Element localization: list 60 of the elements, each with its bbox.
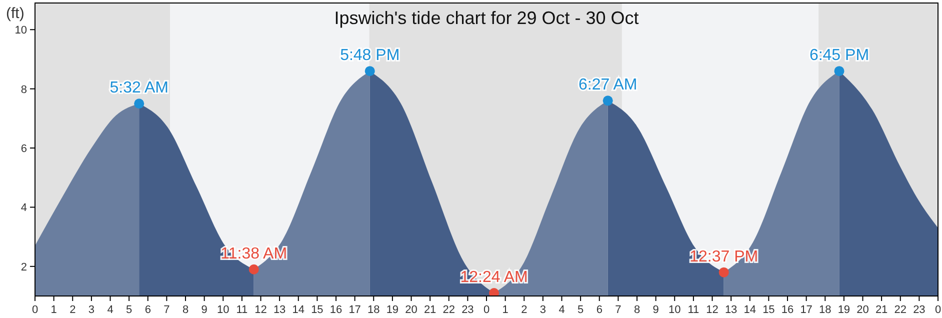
annotation: 6:45 PM bbox=[809, 47, 870, 64]
x-tick-label: 14 bbox=[744, 304, 756, 316]
x-tick-label: 13 bbox=[273, 304, 286, 316]
y-tick-label: 6 bbox=[20, 143, 27, 156]
x-tick-label: 21 bbox=[875, 304, 888, 316]
x-tick-label: 20 bbox=[856, 304, 869, 316]
x-tick-label: 19 bbox=[386, 304, 399, 316]
x-tick-label: 23 bbox=[913, 304, 926, 316]
x-tick-label: 0 bbox=[934, 304, 942, 316]
y-tick-label: 8 bbox=[20, 84, 27, 96]
y-tick-label: 2 bbox=[20, 261, 27, 274]
x-tick-label: 7 bbox=[164, 304, 170, 316]
x-tick-label: 0 bbox=[32, 304, 38, 316]
x-tick-label: 8 bbox=[634, 304, 640, 316]
x-tick-label: 1 bbox=[502, 304, 508, 316]
x-tick-label: 18 bbox=[819, 304, 832, 316]
x-tick-label: 11 bbox=[236, 304, 248, 316]
x-tick-label: 23 bbox=[462, 304, 474, 316]
x-tick-label: 19 bbox=[838, 304, 850, 316]
x-tick-label: 16 bbox=[330, 304, 342, 316]
x-tick-label: 10 bbox=[217, 304, 230, 316]
x-tick-label: 12 bbox=[254, 304, 267, 316]
annotation: 5:32 AM bbox=[110, 80, 168, 97]
x-tick-label: 9 bbox=[652, 304, 659, 316]
x-tick-label: 4 bbox=[107, 304, 114, 316]
x-tick-label: 2 bbox=[70, 304, 76, 316]
x-tick-label: 13 bbox=[724, 304, 738, 316]
x-tick-label: 12 bbox=[706, 304, 718, 316]
annotation: 5:48 PM bbox=[340, 47, 400, 64]
chart-title: Ipswich's tide chart for 29 Oct - 30 Oct bbox=[334, 8, 639, 28]
x-tick-label: 3 bbox=[88, 304, 94, 316]
x-tick-label: 15 bbox=[762, 304, 775, 316]
x-tick-label: 21 bbox=[424, 304, 436, 316]
x-tick-label: 5 bbox=[578, 304, 584, 316]
x-tick-label: 20 bbox=[405, 304, 418, 316]
x-tick-label: 1 bbox=[50, 304, 57, 316]
x-tick-label: 2 bbox=[521, 304, 528, 316]
x-tick-label: 16 bbox=[781, 304, 794, 316]
x-tick-label: 6 bbox=[596, 304, 602, 316]
annotation: 6:27 AM bbox=[578, 76, 638, 94]
x-tick-label: 22 bbox=[442, 304, 455, 316]
x-tick-label: 15 bbox=[311, 304, 324, 316]
y-tick-label: 10 bbox=[14, 24, 27, 37]
x-tick-label: 6 bbox=[144, 304, 151, 316]
x-tick-label: 9 bbox=[201, 304, 208, 316]
x-tick-label: 8 bbox=[182, 304, 189, 316]
x-tick-label: 18 bbox=[368, 304, 380, 316]
x-tick-label: 4 bbox=[558, 304, 565, 316]
x-tick-label: 11 bbox=[688, 304, 700, 316]
y-axis-title: (ft) bbox=[6, 5, 24, 22]
x-tick-label: 3 bbox=[540, 304, 546, 316]
x-tick-label: 17 bbox=[800, 304, 812, 316]
x-tick-label: 14 bbox=[292, 304, 304, 316]
x-tick-label: 17 bbox=[348, 304, 361, 316]
x-tick-label: 7 bbox=[615, 304, 622, 316]
y-tick-label: 4 bbox=[20, 202, 27, 214]
x-tick-label: 0 bbox=[483, 304, 490, 316]
x-tick-label: 10 bbox=[668, 304, 681, 316]
x-tick-label: 5 bbox=[126, 304, 132, 316]
x-tick-label: 22 bbox=[894, 304, 906, 316]
